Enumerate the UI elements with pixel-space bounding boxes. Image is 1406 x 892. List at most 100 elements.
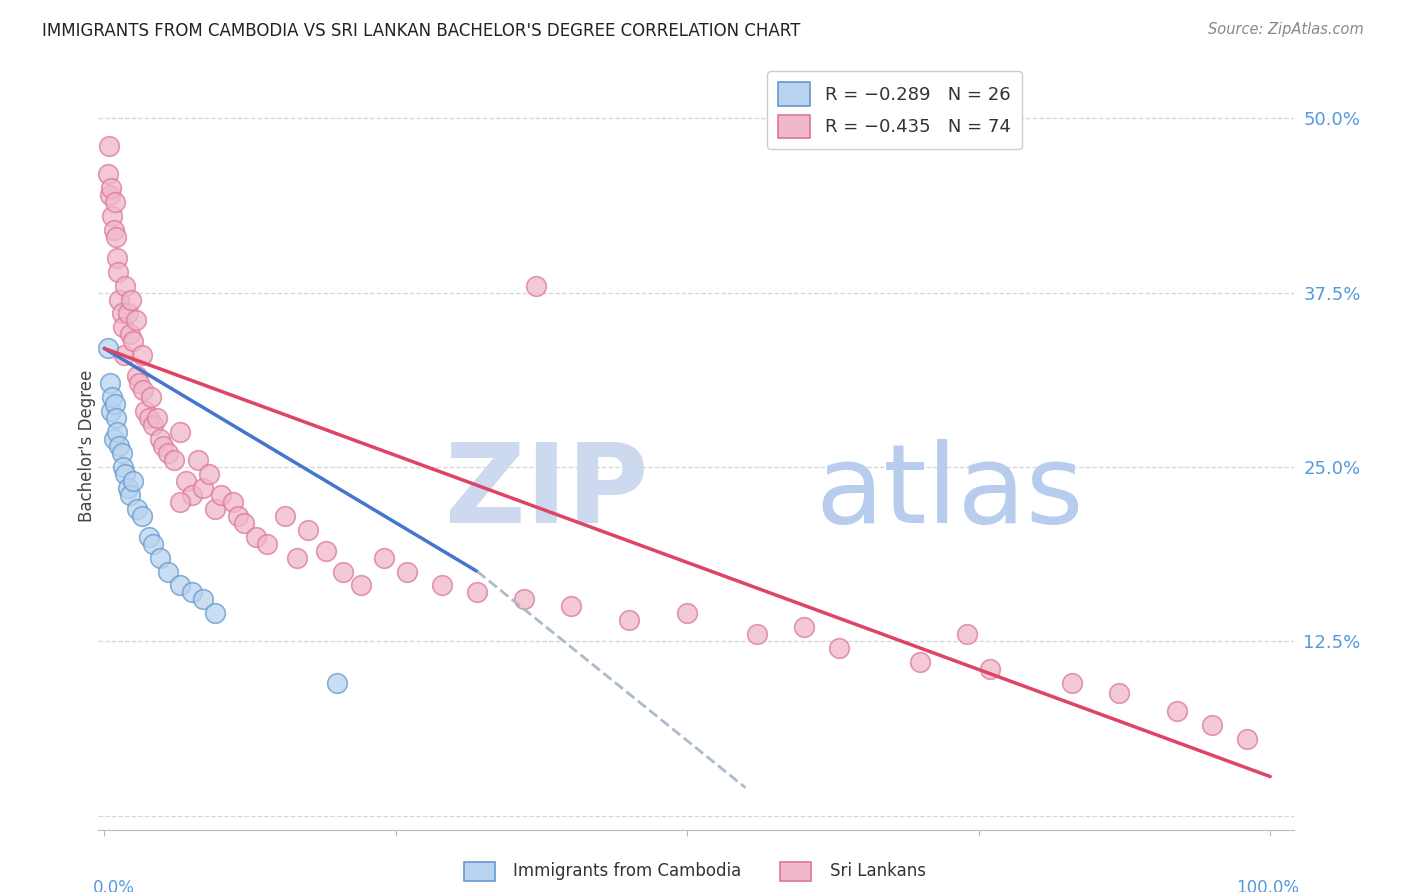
Point: [111, 320, 134, 334]
Point: [139, 390, 162, 404]
Text: Sri Lankans: Sri Lankans: [830, 863, 925, 880]
Point: [131, 348, 153, 362]
Point: [122, 474, 145, 488]
Point: [149, 550, 172, 565]
Point: [209, 488, 232, 502]
Point: [108, 293, 131, 307]
Point: [125, 501, 148, 516]
Text: Immigrants from Cambodia: Immigrants from Cambodia: [513, 863, 741, 880]
Point: [114, 467, 136, 481]
Text: 100.0%: 100.0%: [1236, 880, 1299, 892]
Point: [169, 578, 191, 592]
Point: [373, 550, 395, 565]
Point: [111, 446, 134, 460]
Point: [101, 209, 124, 223]
Point: [97, 342, 120, 356]
Point: [142, 536, 165, 550]
Point: [103, 432, 125, 446]
Point: [204, 607, 226, 621]
Point: [274, 508, 297, 523]
Point: [193, 481, 215, 495]
Point: [513, 592, 536, 607]
Point: [285, 550, 308, 565]
Point: [117, 481, 139, 495]
Point: [117, 306, 139, 320]
Point: [432, 578, 454, 592]
Point: [104, 229, 127, 244]
Point: [100, 404, 122, 418]
Text: 0.0%: 0.0%: [93, 880, 135, 892]
Point: [149, 432, 172, 446]
Point: [1201, 718, 1223, 732]
Point: [120, 293, 142, 307]
Point: [747, 627, 769, 641]
Point: [180, 585, 202, 599]
Point: [1236, 731, 1258, 746]
Point: [142, 418, 165, 433]
Point: [112, 348, 135, 362]
Point: [131, 508, 153, 523]
Point: [152, 439, 174, 453]
Point: [676, 607, 699, 621]
Point: [467, 585, 489, 599]
Point: [1108, 686, 1130, 700]
Point: [118, 327, 141, 342]
Point: [122, 334, 145, 349]
Point: [111, 306, 134, 320]
Point: [256, 536, 278, 550]
Point: [332, 565, 354, 579]
Point: [245, 530, 267, 544]
Point: [163, 453, 186, 467]
Text: ZIP: ZIP: [444, 439, 648, 546]
Y-axis label: Bachelor's Degree: Bachelor's Degree: [79, 370, 96, 522]
Point: [297, 523, 319, 537]
Point: [228, 508, 250, 523]
Point: [111, 459, 134, 474]
Point: [157, 565, 180, 579]
Point: [98, 188, 121, 202]
Point: [125, 313, 148, 327]
Text: IMMIGRANTS FROM CAMBODIA VS SRI LANKAN BACHELOR'S DEGREE CORRELATION CHART: IMMIGRANTS FROM CAMBODIA VS SRI LANKAN B…: [42, 22, 800, 40]
Point: [145, 411, 167, 425]
Point: [105, 251, 128, 265]
Point: [350, 578, 373, 592]
Point: [104, 194, 127, 209]
Legend: R = −0.289   N = 26, R = −0.435   N = 74: R = −0.289 N = 26, R = −0.435 N = 74: [768, 71, 1022, 149]
Point: [204, 501, 226, 516]
Point: [396, 565, 419, 579]
Point: [157, 446, 180, 460]
Point: [169, 495, 191, 509]
Point: [104, 397, 127, 411]
Point: [979, 662, 1001, 676]
Point: [128, 376, 150, 391]
Point: [108, 439, 131, 453]
Point: [103, 223, 125, 237]
Point: [193, 592, 215, 607]
Point: [97, 139, 120, 153]
Point: [956, 627, 979, 641]
Point: [180, 488, 202, 502]
Point: [138, 411, 160, 425]
Point: [97, 167, 120, 181]
Point: [105, 425, 128, 439]
Point: [560, 599, 582, 614]
Point: [198, 467, 221, 481]
Point: [793, 620, 815, 634]
Point: [125, 369, 148, 384]
Point: [169, 425, 191, 439]
Point: [1166, 704, 1188, 718]
Point: [617, 613, 640, 627]
Text: Source: ZipAtlas.com: Source: ZipAtlas.com: [1208, 22, 1364, 37]
Point: [910, 655, 932, 669]
Point: [104, 411, 127, 425]
Point: [98, 376, 121, 391]
Point: [134, 404, 156, 418]
Point: [1060, 676, 1083, 690]
Point: [186, 453, 208, 467]
Point: [132, 383, 155, 397]
Point: [100, 181, 122, 195]
Point: [138, 530, 160, 544]
Point: [326, 676, 349, 690]
Point: [107, 265, 129, 279]
Point: [828, 641, 851, 656]
